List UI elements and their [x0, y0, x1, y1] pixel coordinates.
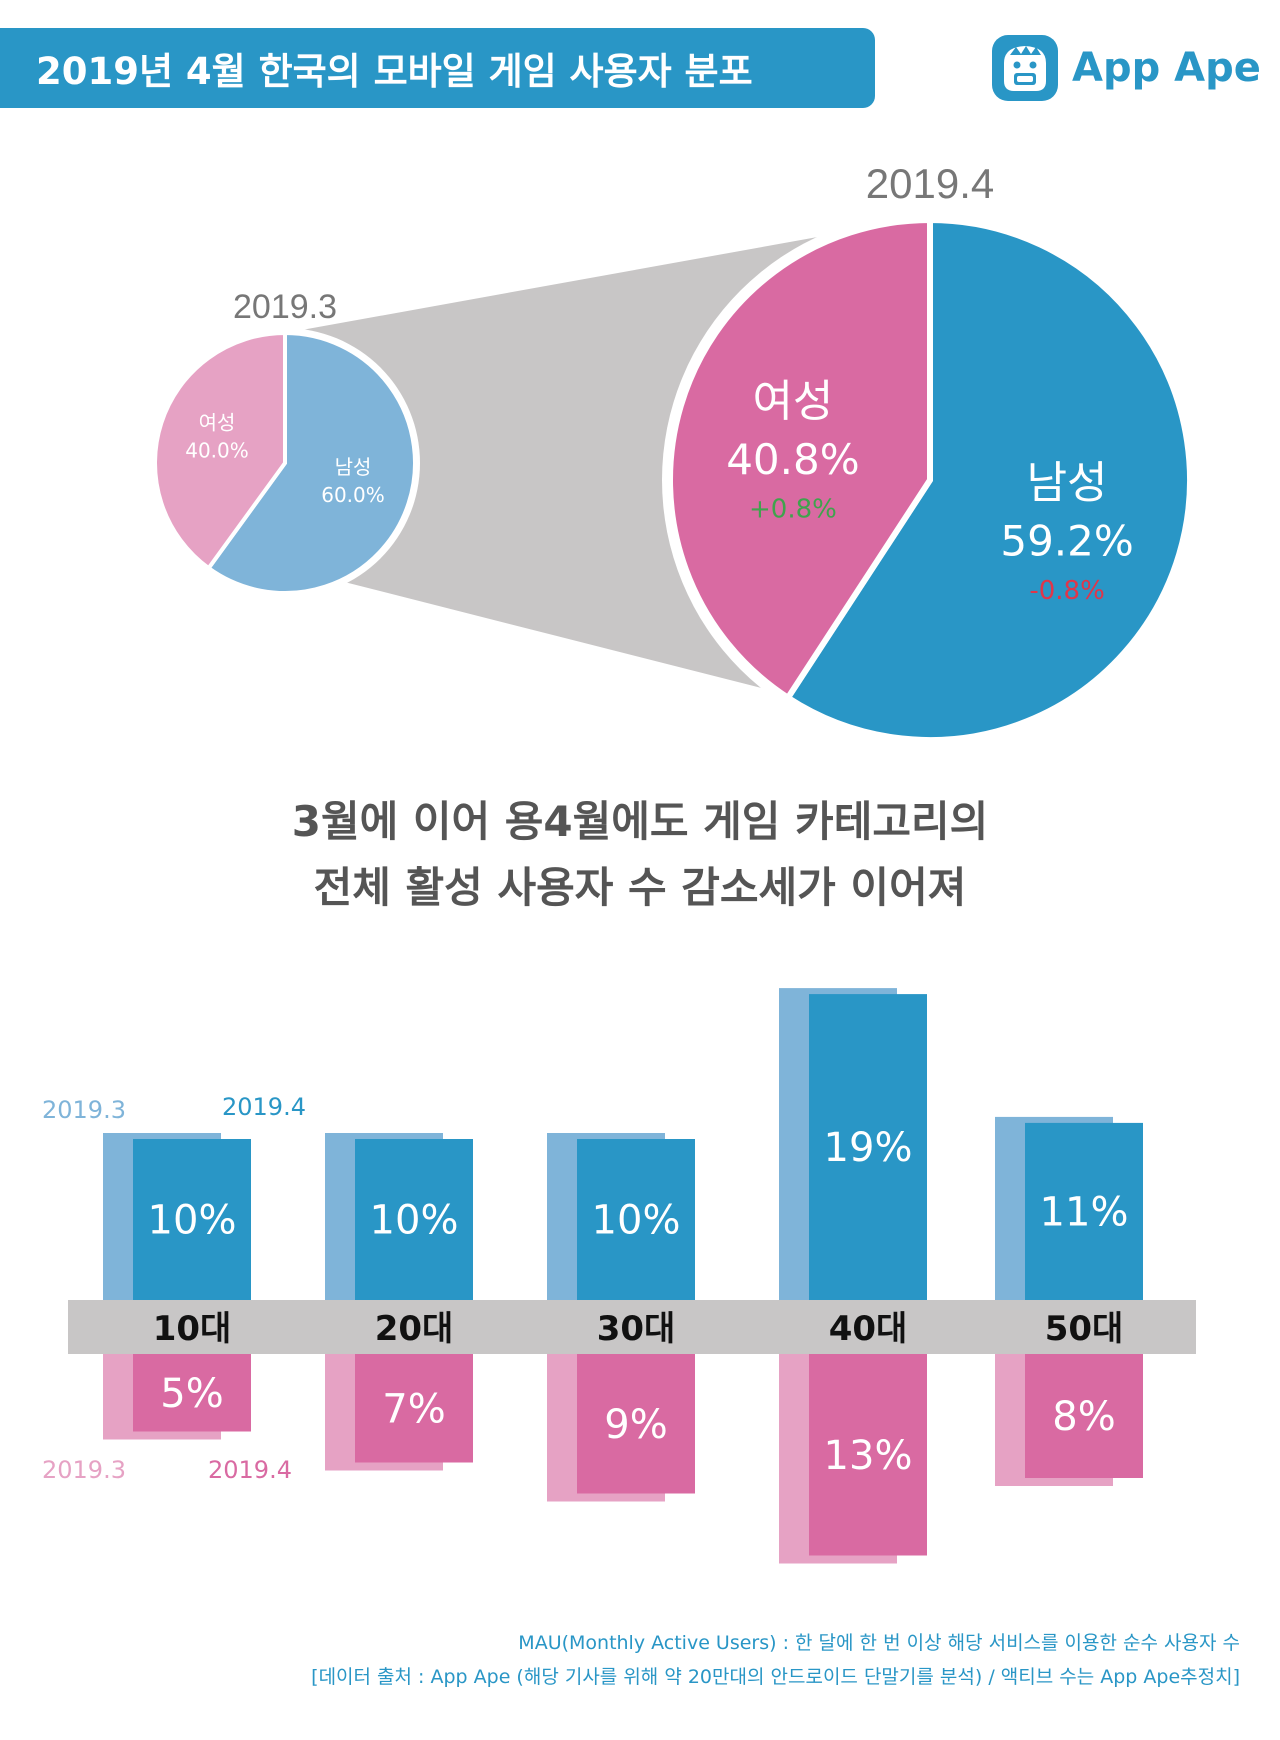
age-bar-chart: 10% 5% 10대 10% 7% 20대 10% 9% 30대 19% 13% 40대 11% 8% 50… [42, 988, 1196, 1564]
pie-change-female: +0.8% [749, 495, 837, 525]
pie-slice-male [205, 330, 417, 595]
age-category-label: 20대 [375, 1309, 454, 1349]
logo-text: App Ape [1072, 45, 1261, 91]
pie-label-male: 남성 [1027, 458, 1108, 509]
legend-male-2019-3: 2019.3 [42, 1096, 126, 1124]
pie-label-male: 남성 [335, 455, 372, 479]
pie-chart-2019-4: 2019.4 남성 59.2% 여성 40.8% -0.8% +0.8% [662, 160, 1198, 748]
footnote-source: [데이터 출처 : App Ape (해당 기사를 위해 약 20만대의 안드로… [311, 1666, 1240, 1688]
bar-female-2019-4 [1025, 1354, 1143, 1478]
pie-value-female: 40.8% [726, 435, 859, 484]
pie-period-label: 2019.4 [866, 160, 994, 207]
bar-label-female: 9% [604, 1402, 667, 1448]
age-band [68, 1300, 1196, 1354]
bar-male-2019-4 [809, 994, 927, 1300]
bar-label-female: 8% [1052, 1394, 1115, 1440]
pie-value-male: 60.0% [321, 483, 385, 507]
bar-female-2019-4 [809, 1354, 927, 1556]
bar-female-2019-4 [355, 1354, 473, 1463]
pie-slice-male [783, 216, 1193, 743]
bar-female-2019-4 [577, 1354, 695, 1494]
bar-label-male: 10% [592, 1198, 681, 1244]
headline-line-2: 전체 활성 사용자 수 감소세가 이어져 [313, 863, 967, 912]
pie-slice-female [153, 330, 287, 571]
bar-male-2019-4 [133, 1139, 251, 1300]
pie-label-female: 여성 [752, 376, 833, 427]
legend-male-2019-4: 2019.4 [222, 1093, 306, 1121]
bar-label-female: 13% [824, 1433, 913, 1479]
age-category-label: 30대 [597, 1309, 676, 1349]
pie-slice-female [667, 216, 933, 702]
bar-label-male: 10% [370, 1198, 459, 1244]
age-category-label: 40대 [829, 1309, 908, 1349]
pie-value-male: 59.2% [1000, 517, 1133, 566]
bar-label-male: 11% [1040, 1189, 1129, 1235]
pie-value-female: 40.0% [185, 439, 249, 463]
bar-male-2019-4 [577, 1139, 695, 1300]
pie-change-male: -0.8% [1029, 576, 1104, 606]
app-ape-monkey-icon [992, 35, 1058, 101]
footnote-mau: MAU(Monthly Active Users) : 한 달에 한 번 이상 … [518, 1632, 1240, 1654]
pie-chart-2019-3: 2019.3 남성 60.0% 여성 40.0% [150, 288, 420, 598]
bar-label-male: 10% [148, 1198, 237, 1244]
legend-female-2019-4: 2019.4 [208, 1456, 292, 1484]
bar-label-female: 5% [160, 1371, 223, 1417]
bar-male-2019-4 [1025, 1122, 1143, 1300]
age-category-label: 50대 [1045, 1309, 1124, 1349]
age-category-label: 10대 [153, 1309, 232, 1349]
bar-male-2019-4 [355, 1139, 473, 1300]
page-title: 2019년 4월 한국의 모바일 게임 사용자 분포 [0, 28, 875, 108]
bar-label-female: 7% [382, 1386, 445, 1432]
pie-label-female: 여성 [199, 411, 236, 435]
pie-period-label: 2019.3 [233, 288, 337, 326]
app-ape-logo: App Ape [990, 28, 1261, 108]
headline-line-1: 3월에 이어 용4월에도 게임 카테고리의 [291, 797, 989, 846]
legend-female-2019-3: 2019.3 [42, 1456, 126, 1484]
bar-female-2019-4 [133, 1354, 251, 1432]
bar-label-male: 19% [824, 1125, 913, 1171]
